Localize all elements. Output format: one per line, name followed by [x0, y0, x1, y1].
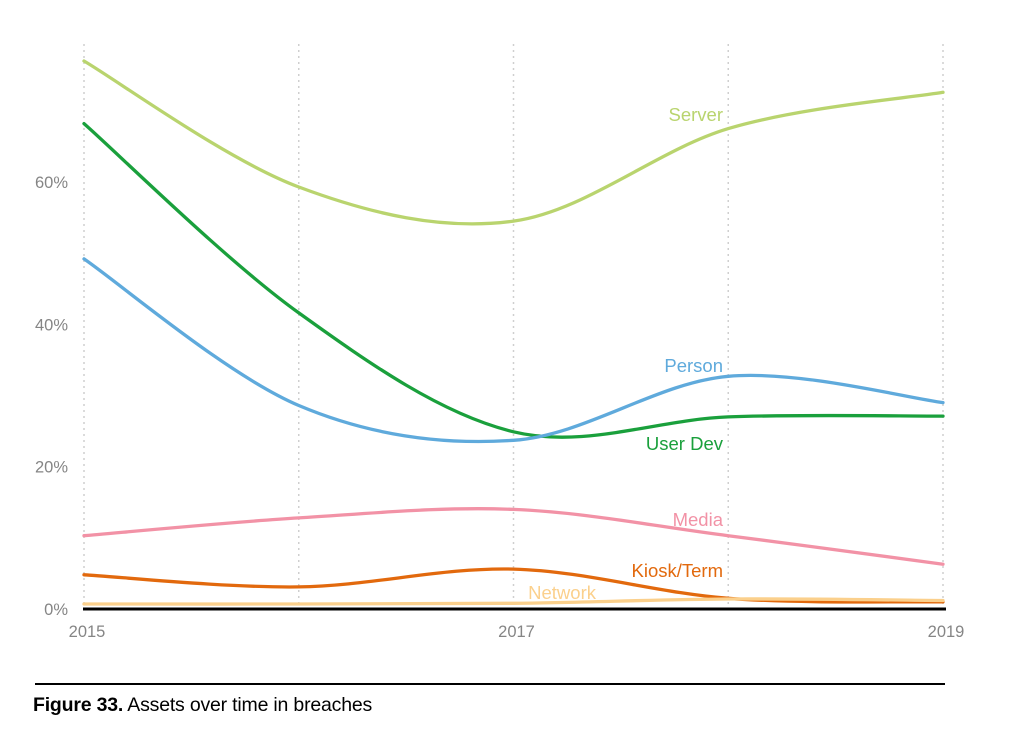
series-label-user-dev: User Dev: [646, 433, 724, 454]
y-tick-label-60: 60%: [35, 174, 68, 192]
series-line-server: [82, 59, 945, 226]
y-tick-label-40: 40%: [35, 316, 68, 334]
x-tick-label-2017: 2017: [498, 623, 535, 641]
series-line-user-dev: [82, 121, 945, 439]
series-label-server: Server: [669, 104, 724, 125]
figure-caption-text: Assets over time in breaches: [127, 694, 373, 716]
x-tick-label-2015: 2015: [69, 623, 106, 641]
assets-over-time-line-chart: 0% 20% 40% 60% 2015 2017 2019 Server User Dev Per…: [35, 44, 965, 641]
series-line-network: [82, 597, 945, 606]
series-line-person: [82, 257, 945, 444]
series-line-kiosk-term: [82, 567, 945, 604]
y-tick-label-0: 0%: [44, 601, 68, 619]
caption-divider-rule: [35, 683, 945, 685]
y-tick-label-20: 20%: [35, 459, 68, 477]
series-line-media: [82, 507, 945, 566]
series-label-media: Media: [673, 509, 724, 530]
x-tick-label-2019: 2019: [928, 623, 965, 641]
figure-caption: Figure 33. Assets over time in breaches: [33, 694, 372, 717]
series-label-kiosk-term: Kiosk/Term: [632, 560, 724, 581]
series-label-network: Network: [528, 582, 597, 603]
figure-caption-label: Figure 33.: [33, 694, 124, 716]
series-label-person: Person: [664, 355, 723, 376]
